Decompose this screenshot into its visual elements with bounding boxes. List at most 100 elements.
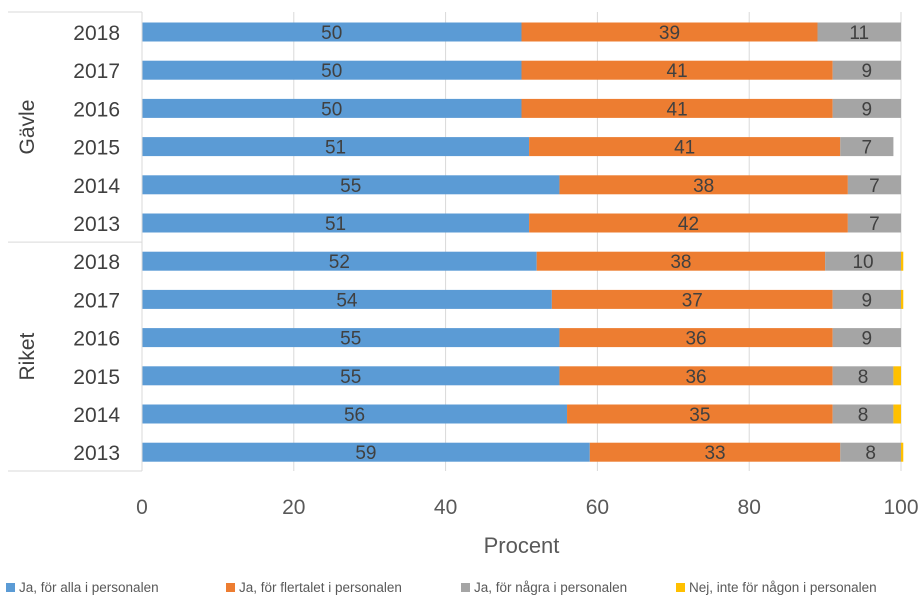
data-label-1-row-11: 56 [344, 405, 365, 426]
bar-1-row-2 [142, 60, 522, 80]
group-label-1: Gävle [16, 100, 39, 155]
group-label-2: Riket [16, 332, 39, 380]
data-label-3-row-8: 9 [862, 290, 873, 311]
bar-4-row-10 [893, 366, 901, 386]
data-label-2-row-8: 37 [682, 290, 703, 311]
legend-label-1: Ja, för alla i personalen [19, 580, 159, 595]
data-label-3-row-4: 7 [862, 138, 873, 159]
category-label-row-12: 2013 [73, 442, 120, 465]
bar-2-row-11 [567, 404, 833, 424]
bar-3-row-4 [840, 137, 894, 157]
category-label-row-4: 2015 [73, 137, 120, 160]
x-tick-label-100: 100 [883, 496, 918, 519]
data-label-3-row-3: 9 [862, 99, 873, 120]
x-tick-label-0: 0 [136, 496, 148, 519]
bar-4-row-11 [893, 404, 901, 424]
category-label-row-2: 2017 [73, 60, 120, 83]
legend-label-4: Nej, inte för någon i personalen [689, 580, 877, 595]
data-label-1-row-4: 51 [325, 138, 346, 159]
category-label-row-6: 2013 [73, 213, 120, 236]
category-label-row-10: 2015 [73, 366, 120, 389]
category-label-row-11: 2014 [73, 404, 120, 427]
bar-2-row-10 [559, 366, 833, 386]
bar-2-row-12 [589, 442, 841, 462]
category-label-row-7: 2018 [73, 251, 120, 274]
data-label-1-row-8: 54 [336, 290, 358, 311]
bar-2-row-6 [529, 213, 848, 233]
legend-swatch-2 [226, 583, 235, 592]
data-label-1-row-2: 50 [321, 61, 342, 82]
bar-2-row-8 [551, 289, 833, 309]
bar-3-row-9 [832, 328, 901, 348]
bar-1-row-4 [142, 137, 530, 157]
category-label-row-1: 2018 [73, 22, 120, 45]
data-label-2-row-2: 41 [667, 61, 688, 82]
data-label-1-row-6: 51 [325, 214, 346, 235]
x-tick-label-40: 40 [434, 496, 457, 519]
bar-4-row-8 [901, 289, 904, 309]
legend-swatch-4 [676, 583, 685, 592]
category-label-row-3: 2016 [73, 98, 120, 121]
bar-3-row-6 [847, 213, 901, 233]
bar-2-row-4 [529, 137, 841, 157]
category-label-row-5: 2014 [73, 175, 120, 198]
data-label-2-row-4: 41 [674, 138, 695, 159]
data-label-1-row-3: 50 [321, 99, 342, 120]
bar-1-row-11 [142, 404, 568, 424]
bar-3-row-2 [832, 60, 901, 80]
data-label-2-row-12: 33 [704, 443, 725, 464]
legend-label-2: Ja, för flertalet i personalen [239, 580, 402, 595]
data-label-3-row-1: 11 [849, 23, 869, 44]
legend-swatch-3 [461, 583, 470, 592]
bar-1-row-8 [142, 289, 552, 309]
data-label-2-row-3: 41 [667, 99, 688, 120]
data-label-1-row-12: 59 [355, 443, 376, 464]
bar-3-row-3 [832, 98, 901, 118]
bar-2-row-1 [521, 22, 818, 42]
bar-2-row-5 [559, 175, 848, 195]
data-label-2-row-11: 35 [689, 405, 710, 426]
bar-1-row-3 [142, 98, 522, 118]
data-label-1-row-7: 52 [329, 252, 350, 273]
data-label-1-row-5: 55 [340, 176, 361, 197]
bar-1-row-1 [142, 22, 522, 42]
data-label-3-row-9: 9 [862, 329, 873, 350]
bar-1-row-7 [142, 251, 537, 271]
bar-3-row-5 [847, 175, 901, 195]
x-axis-title: Procent [484, 533, 560, 558]
bar-3-row-10 [832, 366, 894, 386]
data-label-1-row-9: 55 [340, 329, 361, 350]
x-tick-label-20: 20 [282, 496, 305, 519]
data-label-3-row-10: 8 [858, 367, 869, 388]
category-label-row-8: 2017 [73, 289, 120, 312]
legend-label-3: Ja, för några i personalen [474, 580, 627, 595]
legend-swatch-1 [6, 583, 15, 592]
bar-1-row-9 [142, 328, 560, 348]
bar-3-row-11 [832, 404, 894, 424]
data-label-2-row-7: 38 [670, 252, 691, 273]
data-label-3-row-5: 7 [869, 176, 880, 197]
data-label-3-row-12: 8 [865, 443, 876, 464]
bar-3-row-1 [817, 22, 901, 42]
bar-2-row-3 [521, 98, 833, 118]
data-label-2-row-9: 36 [685, 329, 706, 350]
data-label-2-row-6: 42 [678, 214, 699, 235]
bar-2-row-2 [521, 60, 833, 80]
data-label-3-row-7: 10 [852, 252, 873, 273]
bar-1-row-5 [142, 175, 560, 195]
x-tick-label-80: 80 [738, 496, 761, 519]
data-label-1-row-10: 55 [340, 367, 361, 388]
bar-1-row-6 [142, 213, 530, 233]
x-tick-label-60: 60 [586, 496, 609, 519]
data-label-2-row-1: 39 [659, 23, 680, 44]
bar-2-row-7 [536, 251, 826, 271]
bar-1-row-12 [142, 442, 590, 462]
bar-2-row-9 [559, 328, 833, 348]
data-label-1-row-1: 50 [321, 23, 342, 44]
bar-4-row-7 [901, 251, 904, 271]
bar-3-row-12 [840, 442, 901, 462]
data-label-2-row-10: 36 [685, 367, 706, 388]
bar-1-row-10 [142, 366, 560, 386]
